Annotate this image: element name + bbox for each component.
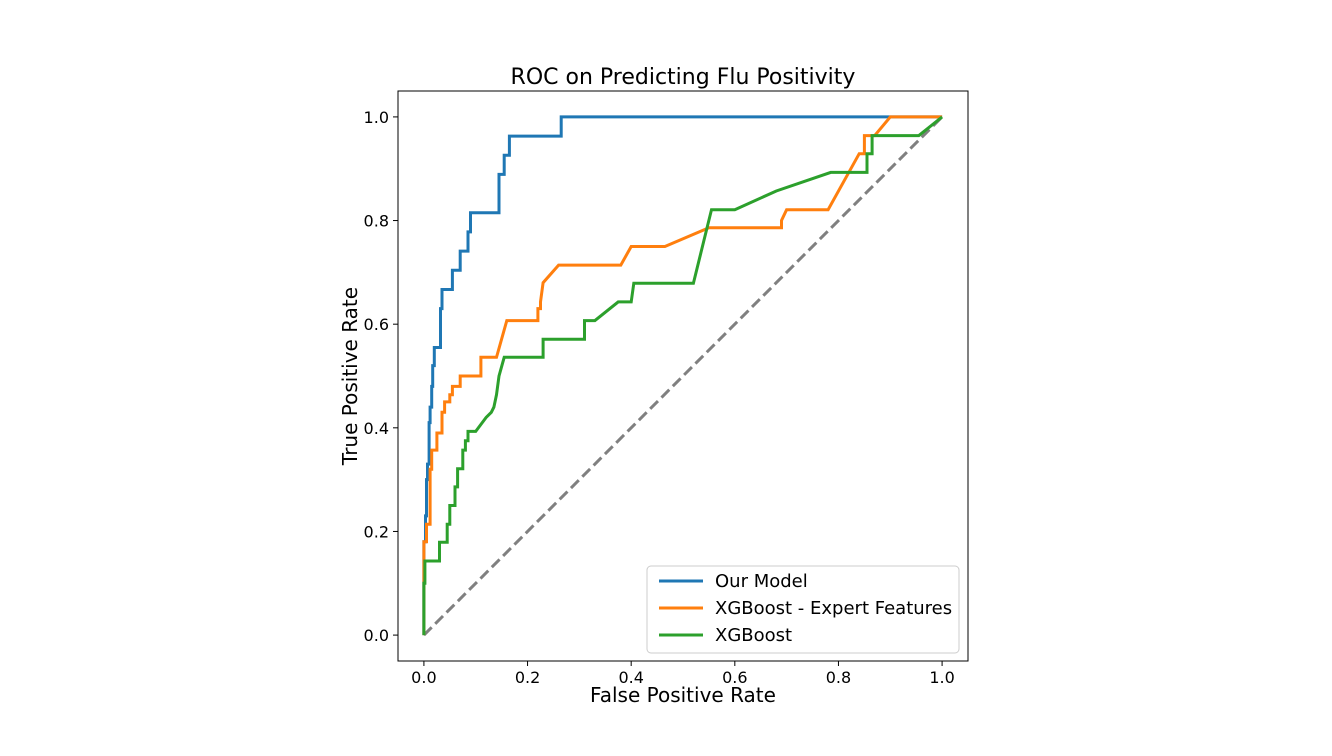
series-line-2 [422,115,943,636]
legend-label: XGBoost [715,625,792,646]
legend-label: XGBoost - Expert Features [715,598,952,619]
y-tick-label: 1.0 [364,108,389,127]
y-tick-label: 0.4 [364,419,389,438]
y-axis-title: True Positive Rate [338,287,362,466]
series-line-1 [422,115,943,636]
legend-box [646,565,960,654]
legend: Our Model XGBoost - Expert Features XGBoos… [646,565,960,654]
x-tick-label: 0.0 [411,668,436,687]
series-line-3 [422,115,944,636]
y-tick-label: 0.0 [364,626,389,645]
y-tick-label: 0.8 [364,212,389,231]
chart-title: ROC on Predicting Flu Positivity [511,65,856,90]
x-tick-label: 0.6 [722,668,747,687]
chance-diagonal-line [422,115,944,637]
x-tick-label: 0.2 [515,668,540,687]
legend-label: Our Model [715,571,808,592]
y-tick-label: 0.2 [364,522,389,541]
plot-area [422,115,944,637]
x-tick-label: 0.8 [826,668,851,687]
x-tick-label: 1.0 [929,668,954,687]
y-tick-label: 0.6 [364,315,389,334]
axis-ticks: 0.0 0.2 0.4 0.6 0.8 1.0 0.0 0.2 0.4 0.6 0.8 1.0 [364,108,955,687]
plot-frame [397,90,969,662]
x-axis-title: False Positive Rate [590,683,776,707]
x-tick-label: 0.4 [618,668,643,687]
